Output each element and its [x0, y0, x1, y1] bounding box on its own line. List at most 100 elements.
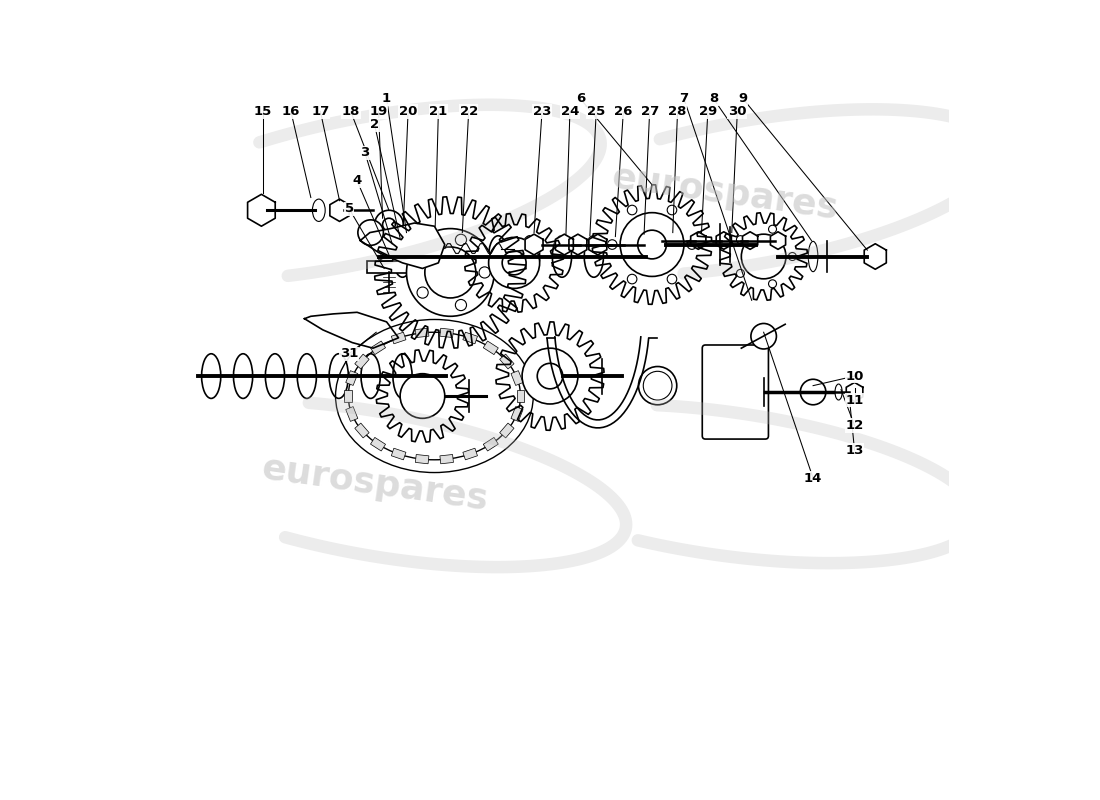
- Circle shape: [417, 246, 428, 258]
- Text: 29: 29: [698, 105, 717, 118]
- Polygon shape: [416, 328, 429, 338]
- Circle shape: [381, 236, 398, 254]
- Polygon shape: [499, 354, 514, 369]
- Polygon shape: [371, 341, 385, 354]
- Text: 21: 21: [429, 105, 448, 118]
- Text: 8: 8: [708, 92, 718, 105]
- Circle shape: [688, 240, 696, 250]
- Ellipse shape: [835, 384, 843, 400]
- Text: 2: 2: [370, 118, 379, 131]
- Circle shape: [627, 206, 637, 215]
- Polygon shape: [691, 232, 706, 250]
- Ellipse shape: [381, 258, 398, 264]
- Text: 6: 6: [575, 92, 585, 105]
- Circle shape: [737, 270, 745, 278]
- Text: 12: 12: [846, 419, 864, 432]
- Polygon shape: [355, 354, 370, 369]
- Circle shape: [455, 234, 466, 246]
- Polygon shape: [770, 232, 785, 250]
- Circle shape: [400, 374, 444, 418]
- Text: 22: 22: [460, 105, 477, 118]
- Polygon shape: [517, 390, 525, 402]
- FancyBboxPatch shape: [702, 345, 769, 439]
- Circle shape: [741, 234, 786, 279]
- Circle shape: [769, 226, 777, 233]
- Polygon shape: [355, 423, 370, 438]
- Circle shape: [801, 379, 826, 405]
- Polygon shape: [371, 438, 385, 451]
- Circle shape: [668, 206, 676, 215]
- Text: 19: 19: [370, 105, 387, 118]
- Text: 14: 14: [804, 472, 823, 485]
- Circle shape: [417, 287, 428, 298]
- Polygon shape: [392, 332, 406, 344]
- Circle shape: [638, 230, 667, 259]
- Text: 7: 7: [680, 92, 689, 105]
- Text: 31: 31: [340, 347, 359, 360]
- Polygon shape: [440, 454, 453, 464]
- Text: 18: 18: [341, 105, 360, 118]
- Text: 16: 16: [282, 105, 300, 118]
- Polygon shape: [392, 448, 406, 460]
- Circle shape: [455, 299, 466, 310]
- Polygon shape: [345, 406, 358, 422]
- Polygon shape: [556, 234, 573, 255]
- Polygon shape: [512, 370, 524, 386]
- Circle shape: [358, 220, 384, 246]
- Polygon shape: [463, 448, 477, 460]
- Text: 24: 24: [561, 105, 579, 118]
- Text: 13: 13: [846, 444, 864, 457]
- Circle shape: [789, 253, 796, 261]
- Text: eurospares: eurospares: [260, 451, 491, 517]
- Circle shape: [478, 267, 491, 278]
- Polygon shape: [846, 382, 862, 402]
- Circle shape: [620, 213, 684, 277]
- Polygon shape: [865, 244, 887, 270]
- Polygon shape: [525, 234, 543, 255]
- Circle shape: [488, 238, 540, 288]
- Polygon shape: [330, 199, 349, 222]
- Polygon shape: [345, 370, 358, 386]
- Polygon shape: [483, 438, 498, 451]
- Polygon shape: [569, 234, 587, 255]
- Ellipse shape: [312, 199, 326, 222]
- Text: eurospares: eurospares: [609, 160, 840, 226]
- Circle shape: [737, 236, 745, 244]
- Text: 27: 27: [640, 105, 659, 118]
- Polygon shape: [588, 234, 607, 255]
- Circle shape: [407, 229, 494, 316]
- Polygon shape: [483, 341, 498, 354]
- Polygon shape: [512, 406, 524, 422]
- Polygon shape: [344, 390, 352, 402]
- Polygon shape: [440, 328, 453, 338]
- Text: 11: 11: [846, 394, 864, 406]
- Text: 1: 1: [382, 92, 392, 105]
- Circle shape: [375, 210, 404, 239]
- Text: 28: 28: [669, 105, 686, 118]
- Circle shape: [607, 240, 617, 250]
- Text: 23: 23: [532, 105, 551, 118]
- Polygon shape: [463, 332, 477, 344]
- Circle shape: [522, 348, 578, 404]
- FancyBboxPatch shape: [367, 262, 410, 274]
- Text: 3: 3: [361, 146, 370, 159]
- Polygon shape: [361, 223, 444, 269]
- Text: 4: 4: [352, 174, 362, 187]
- Polygon shape: [416, 454, 429, 464]
- Text: 15: 15: [254, 105, 272, 118]
- Text: 9: 9: [738, 92, 748, 105]
- Text: 5: 5: [344, 202, 354, 215]
- Circle shape: [503, 251, 526, 275]
- Polygon shape: [716, 232, 732, 250]
- Circle shape: [668, 274, 676, 284]
- Circle shape: [627, 274, 637, 284]
- Circle shape: [751, 323, 777, 349]
- Circle shape: [537, 363, 563, 389]
- Ellipse shape: [381, 251, 397, 258]
- Polygon shape: [742, 232, 758, 250]
- Circle shape: [425, 247, 476, 298]
- Text: 30: 30: [728, 105, 747, 118]
- Text: 17: 17: [311, 105, 330, 118]
- Circle shape: [769, 280, 777, 288]
- Ellipse shape: [808, 242, 818, 272]
